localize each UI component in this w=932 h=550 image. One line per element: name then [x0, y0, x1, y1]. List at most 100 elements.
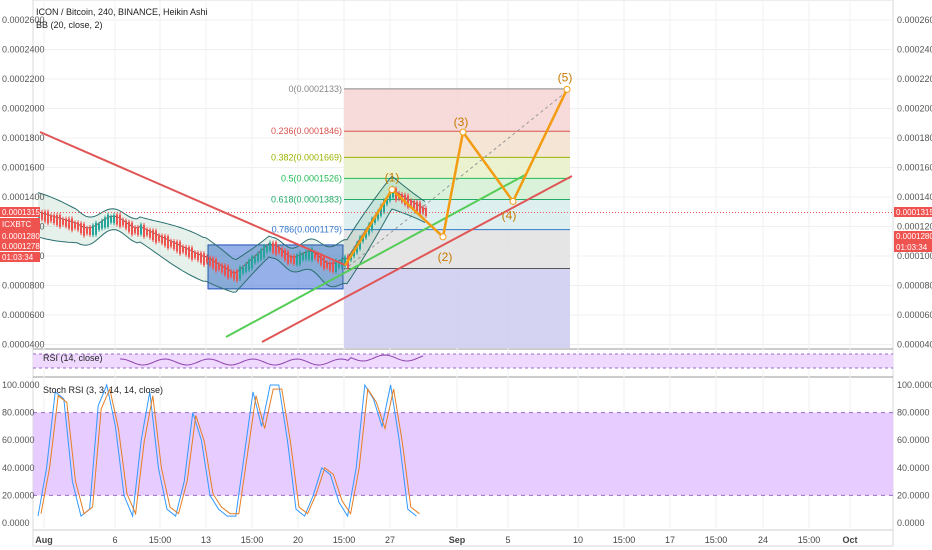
x-tick-label: 15:00	[149, 535, 172, 545]
candle-body	[311, 248, 313, 261]
wave-point	[388, 186, 396, 194]
wave-path[interactable]	[343, 88, 569, 267]
stoch-y-tick-right: 20.0000	[897, 490, 930, 500]
x-tick-label: 5	[505, 535, 510, 545]
wave-point	[509, 197, 517, 205]
trendline-descending[interactable]	[39, 131, 346, 266]
candle-body	[152, 230, 154, 241]
left-lower-tag: 0.0001278	[2, 242, 40, 251]
candle-body	[149, 229, 151, 238]
candle-body	[110, 216, 112, 223]
y-tick-right: 0.0000600	[897, 310, 932, 320]
elliott-wave[interactable]: (1) (2) (3) (4) (5)	[343, 70, 572, 267]
y-tick-right: 0.0001200	[897, 222, 932, 232]
candle-body	[314, 252, 316, 259]
fib-zone	[344, 131, 570, 158]
stoch-y-tick-left: 100.0000	[2, 380, 40, 390]
y-tick-right: 0.0000400	[897, 340, 932, 350]
x-tick-label: 15:00	[241, 535, 264, 545]
wave-label: (1)	[385, 171, 400, 185]
right-price-tags: 0.0001315 0.0001280 0.0001278 01:03:34	[894, 207, 932, 252]
y-tick-right: 0.0001800	[897, 133, 932, 143]
chart-frame	[32, 0, 894, 547]
candle-body	[71, 218, 73, 231]
right-price-tag-bg	[894, 207, 932, 217]
y-tick-right: 0.0002000	[897, 104, 932, 114]
candle-body	[194, 251, 196, 258]
candle-body	[47, 211, 49, 224]
chart-title: ICON / Bitcoin, 240, BINANCE, Heikin Ash…	[36, 7, 208, 17]
left-price-tags: 0.0001315 ICXBTC 0.0001280 0.0001278 01:…	[0, 207, 40, 262]
candle-body	[239, 267, 241, 280]
candle-body	[191, 247, 193, 260]
candle-body	[197, 252, 199, 261]
left-timer-tag-bg	[0, 252, 40, 262]
bb-lower	[37, 208, 426, 293]
bb-indicator-label: BB (20, close, 2)	[36, 20, 103, 30]
candle-body	[188, 247, 190, 258]
candle-body	[254, 256, 256, 263]
candle-body	[74, 222, 76, 229]
fib-zone	[344, 229, 570, 269]
candle-body	[278, 246, 280, 253]
candle-body	[245, 263, 247, 272]
candle-body	[329, 262, 331, 271]
candle-body	[221, 264, 223, 273]
rsi-line	[119, 354, 424, 366]
trendline-support-green[interactable]	[225, 174, 526, 338]
right-timer-tag: 01:03:34	[896, 243, 928, 252]
candle-body	[167, 236, 169, 249]
candle-body	[332, 261, 334, 272]
candle-body	[413, 200, 415, 209]
candle-body	[299, 252, 301, 265]
candle-body	[338, 261, 340, 268]
candle-body	[251, 256, 253, 269]
fib-trend-diagonal	[343, 88, 571, 271]
trendlines[interactable]	[39, 131, 573, 343]
stoch-y-tick-left: 20.0000	[2, 490, 35, 500]
y-tick-left: 0.0001400	[2, 192, 45, 202]
y-tick-left: 0.0001600	[2, 163, 45, 173]
candle-body	[104, 217, 106, 228]
candle-body	[266, 246, 268, 253]
candle-body	[95, 222, 97, 235]
candle-body	[173, 241, 175, 250]
candle-body	[302, 253, 304, 260]
x-tick-label: 17	[665, 535, 675, 545]
candle-body	[182, 246, 184, 253]
y-tick-right: 0.0002400	[897, 45, 932, 55]
rsi-panel	[33, 353, 893, 369]
y-tick-left: 0.0002600	[2, 15, 45, 25]
trendline-support-red[interactable]	[261, 175, 573, 343]
left-upper-tag-bg	[0, 231, 40, 241]
stoch-y-tick-right: 100.0000	[897, 380, 932, 390]
candle-body	[419, 202, 421, 215]
candle-body	[176, 241, 178, 252]
x-tick-label: 20	[293, 535, 303, 545]
x-tick-label: 24	[758, 535, 768, 545]
candle-body	[128, 221, 130, 232]
candle-body	[44, 211, 46, 222]
left-lower-tag-bg	[0, 241, 40, 251]
candle-body	[185, 246, 187, 255]
candle-body	[227, 265, 229, 278]
candle-body	[293, 256, 295, 265]
stoch-y-tick-left: 0.0000	[2, 518, 30, 528]
candle-body	[53, 215, 55, 224]
candle-body	[284, 249, 286, 260]
candle-body	[107, 214, 109, 227]
y-tick-left: 0.0000400	[2, 340, 45, 350]
candle-body	[230, 270, 232, 277]
stoch-k-line	[37, 383, 417, 519]
y-tick-left: 0.0000800	[2, 281, 45, 291]
rsi-indicator-label: RSI (14, close)	[43, 353, 103, 363]
stoch-band	[33, 412, 893, 496]
candle-body	[134, 227, 136, 234]
candle-body	[389, 192, 391, 201]
y-tick-right: 0.0002600	[897, 15, 932, 25]
heikin-ashi-candles	[33, 185, 893, 283]
candle-body	[68, 218, 70, 229]
candle-body	[41, 211, 43, 220]
y-tick-right: 0.0001400	[897, 192, 932, 202]
